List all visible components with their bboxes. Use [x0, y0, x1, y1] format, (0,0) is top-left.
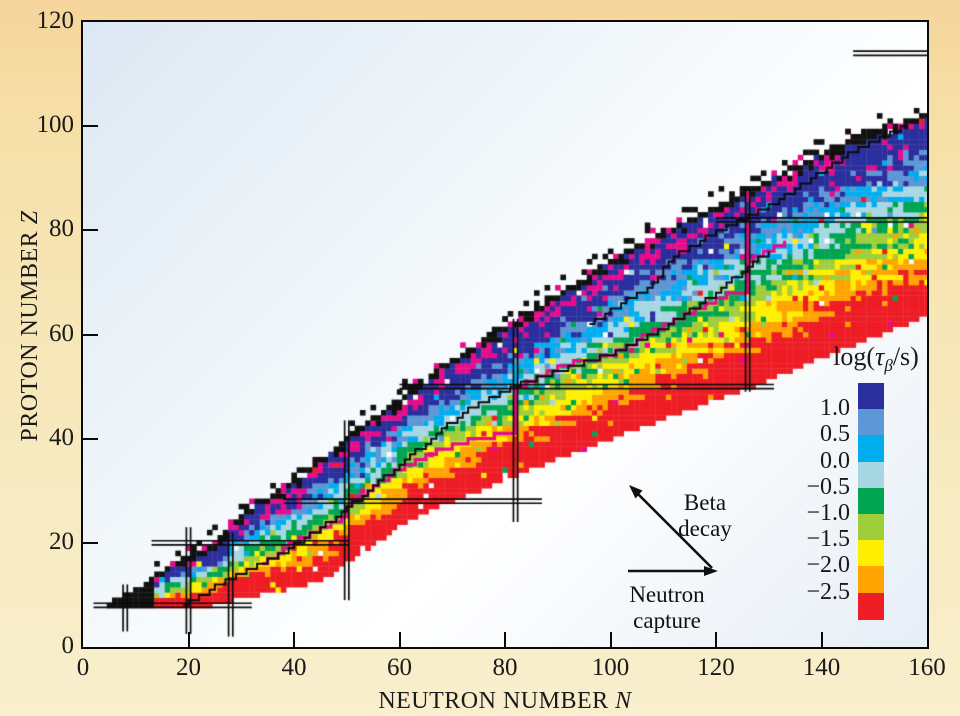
y-tick-label: 0 — [61, 632, 75, 659]
x-tick-label: 20 — [176, 654, 201, 681]
legend-color-swatch — [858, 566, 884, 594]
neutron-capture-label-line2: capture — [633, 608, 701, 633]
y-tick-label: 60 — [49, 319, 74, 347]
neutron-capture-label: Neutron capture — [612, 582, 722, 634]
legend-title-post: /s) — [892, 342, 919, 371]
y-tick-label: 120 — [36, 7, 75, 34]
x-tick-mark — [398, 632, 401, 647]
y-axis-title-symbol: Z — [17, 210, 43, 225]
y-tick-label: 40 — [49, 423, 74, 451]
x-tick-mark — [609, 632, 612, 647]
x-axis-title: NEUTRON NUMBER N — [83, 688, 927, 715]
neutron-capture-label-line1: Neutron — [629, 582, 705, 607]
y-tick-mark — [83, 541, 98, 544]
y-tick-mark — [83, 125, 98, 128]
y-tick-label: 20 — [49, 527, 74, 555]
x-tick-label: 40 — [281, 654, 307, 681]
legend-title-tau: τ — [875, 342, 885, 371]
x-tick-label: 120 — [697, 654, 735, 681]
x-tick-label: 100 — [591, 654, 630, 681]
legend-value-label: −1.5 — [806, 526, 850, 553]
legend-color-swatch — [858, 409, 884, 437]
y-tick-mark — [83, 437, 98, 440]
x-tick-mark — [715, 632, 717, 647]
legend-color-swatch — [858, 514, 884, 541]
x-axis-title-text: NEUTRON NUMBER — [378, 688, 609, 714]
plot-frame — [81, 20, 929, 649]
x-tick-mark — [293, 632, 295, 647]
legend-value-label: 0.0 — [820, 447, 850, 474]
x-tick-label: 140 — [802, 654, 841, 681]
x-tick-label: 80 — [492, 654, 518, 681]
legend-value-label: −1.0 — [806, 500, 850, 526]
legend-value-label: −2.0 — [806, 552, 850, 579]
y-tick-mark — [83, 333, 98, 336]
legend-color-swatch — [858, 461, 884, 489]
beta-decay-label: Beta decay — [650, 490, 760, 542]
legend-color-swatch — [858, 540, 884, 568]
legend-title: log(τβ/s) — [797, 342, 955, 376]
x-tick-mark — [504, 632, 506, 647]
x-tick-label: 0 — [76, 654, 90, 681]
y-tick-label: 80 — [49, 215, 74, 243]
legend-title-beta-sub: β — [884, 356, 893, 376]
legend-value-label: 0.5 — [820, 421, 850, 448]
beta-decay-label-line1: Beta — [683, 490, 727, 515]
y-axis-title: PROTON NUMBER Z — [16, 156, 44, 496]
legend-value-label: −0.5 — [806, 473, 850, 500]
y-tick-label: 100 — [36, 111, 75, 139]
nuclide-heatmap-canvas — [83, 22, 927, 647]
x-tick-mark — [187, 632, 190, 647]
x-tick-label: 160 — [908, 654, 946, 681]
legend-color-swatch — [858, 487, 884, 515]
x-axis-title-symbol: N — [615, 688, 632, 714]
legend-value-label: −2.5 — [806, 578, 850, 605]
legend-value-label: 1.0 — [820, 395, 850, 422]
x-tick-label: 60 — [387, 654, 412, 681]
y-tick-mark — [83, 229, 98, 232]
legend-color-swatch — [858, 383, 884, 410]
beta-decay-label-line2: decay — [678, 516, 732, 541]
legend-color-swatch — [858, 592, 884, 620]
x-tick-mark — [820, 632, 823, 647]
y-axis-title-text: PROTON NUMBER — [17, 230, 43, 442]
legend-title-pre: log( — [833, 342, 876, 371]
legend-color-swatch — [858, 435, 884, 463]
